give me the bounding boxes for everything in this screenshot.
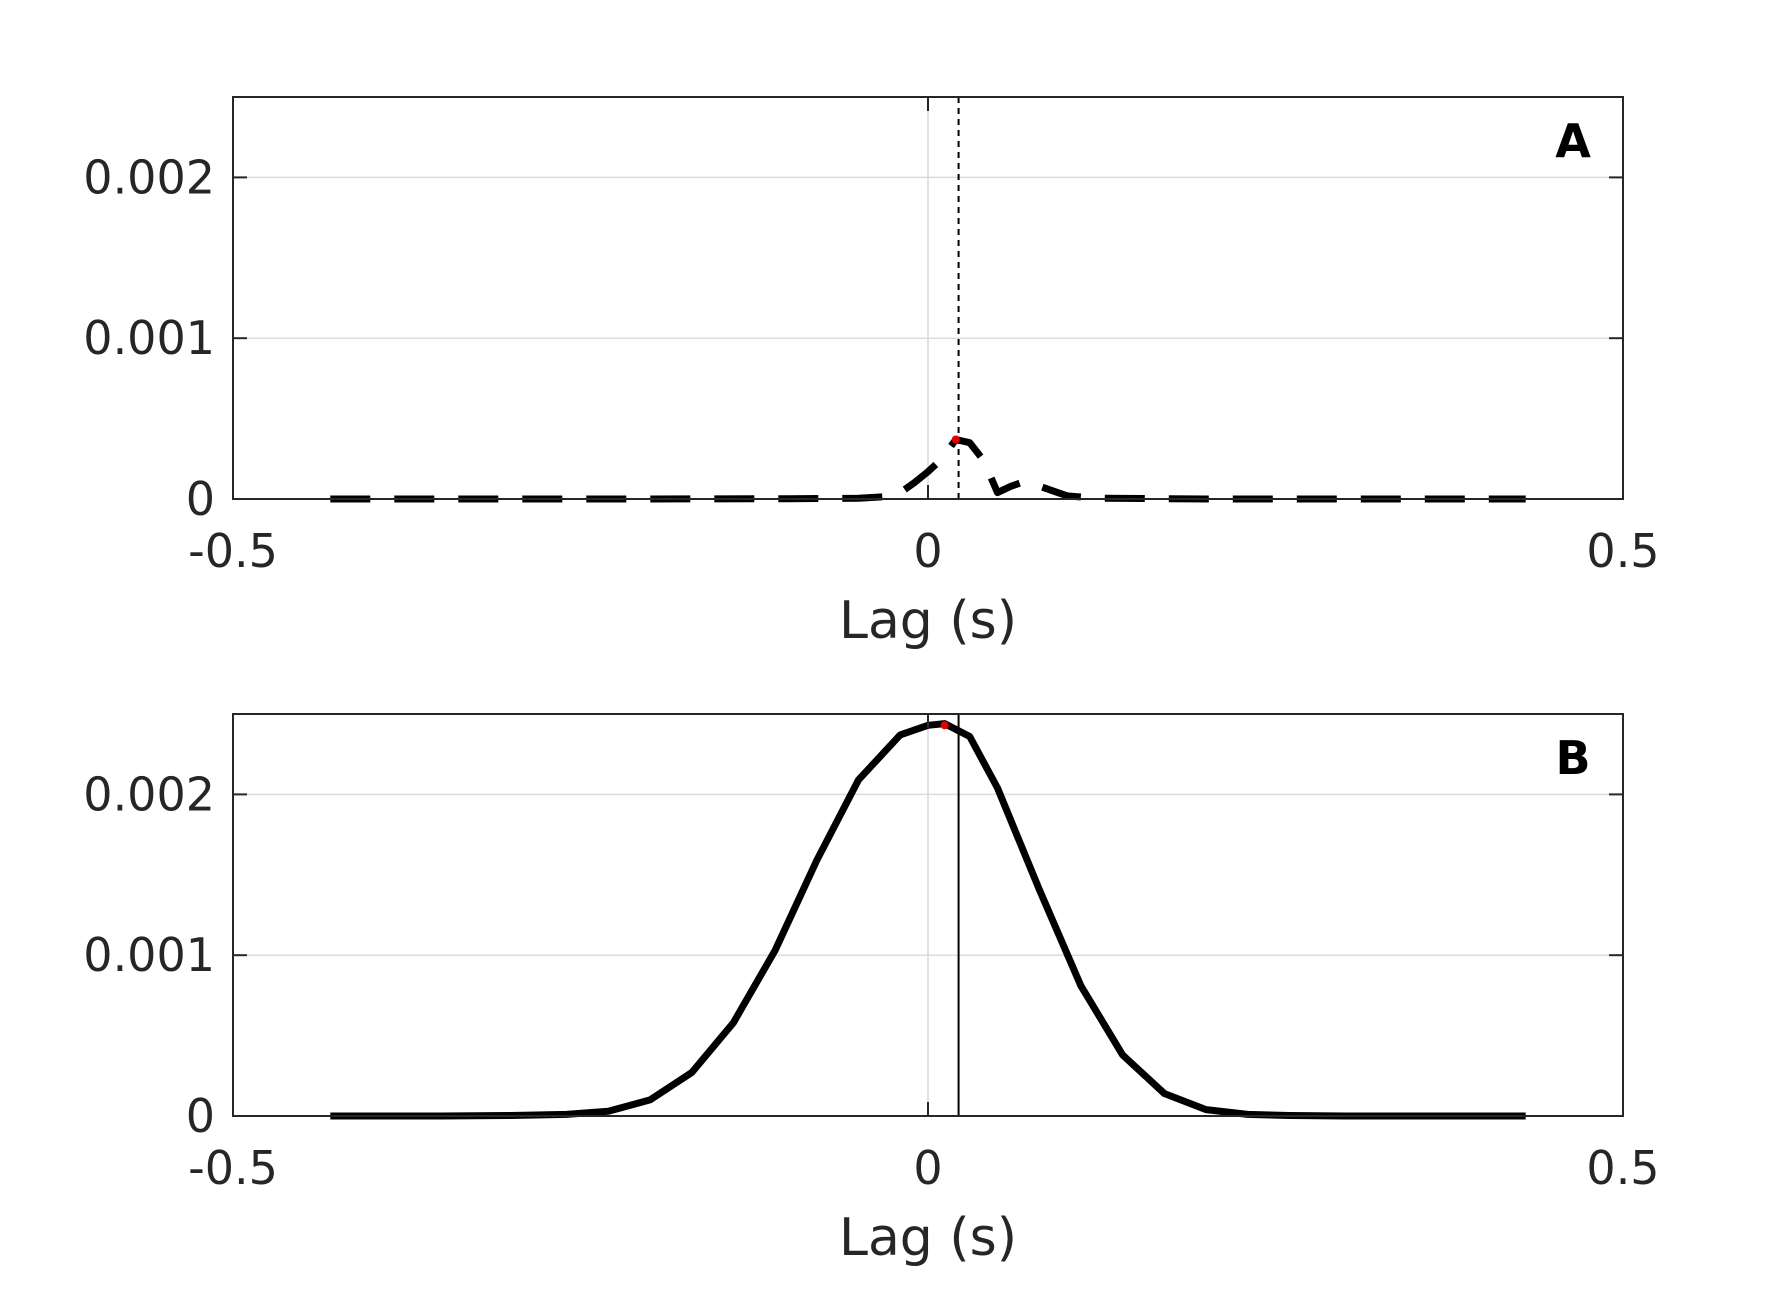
x-tick-label: -0.5 — [188, 524, 278, 578]
y-tick-label: 0 — [186, 472, 215, 526]
panel-label: A — [1555, 114, 1591, 168]
y-tick-label: 0.001 — [83, 928, 215, 982]
panel-label: B — [1555, 731, 1590, 785]
y-tick-label: 0.002 — [83, 767, 215, 821]
x-axis-label: Lag (s) — [839, 1208, 1017, 1268]
peak-marker — [951, 435, 960, 444]
x-tick-label: -0.5 — [188, 1141, 278, 1195]
y-tick-label: 0 — [186, 1089, 215, 1143]
series-line — [330, 720, 1526, 1120]
x-axis-label: Lag (s) — [839, 591, 1017, 651]
x-tick-label: 0.5 — [1586, 524, 1659, 578]
x-tick-label: 0 — [913, 1141, 942, 1195]
x-tick-label: 0 — [913, 524, 942, 578]
y-tick-label: 0.002 — [83, 150, 215, 204]
peak-marker — [940, 721, 949, 730]
x-tick-label: 0.5 — [1586, 1141, 1659, 1195]
series-line — [330, 436, 1526, 503]
y-tick-label: 0.001 — [83, 311, 215, 365]
